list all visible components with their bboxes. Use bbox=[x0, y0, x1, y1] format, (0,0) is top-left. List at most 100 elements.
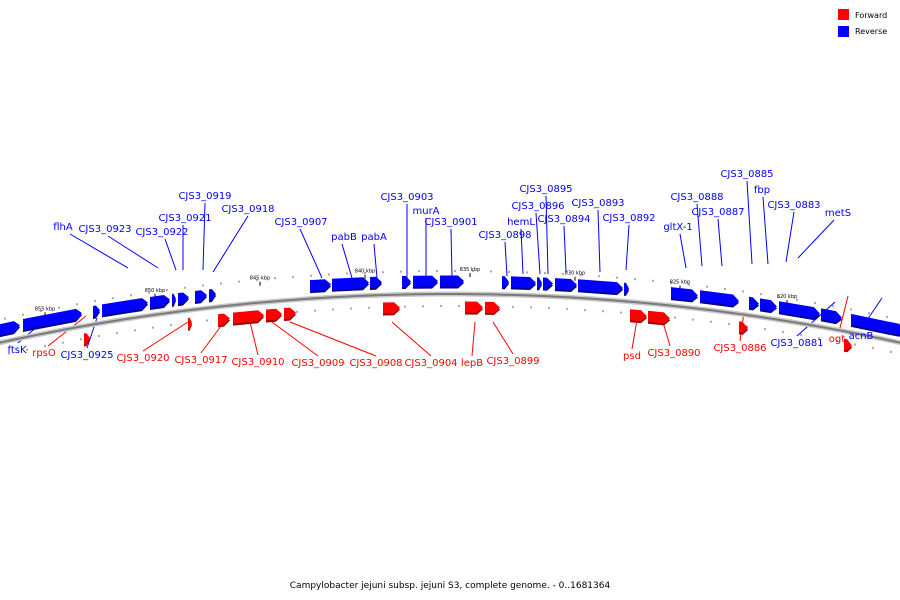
reverse-label-20[interactable]: gltX-1 bbox=[663, 222, 692, 233]
reverse-label-12[interactable]: CJS3_0901 bbox=[424, 217, 477, 228]
reverse-gene-12[interactable] bbox=[370, 276, 382, 291]
scale-tick-label: 835 kbp bbox=[460, 267, 480, 273]
reverse-label-2[interactable]: CJS3_0923 bbox=[78, 224, 131, 235]
reverse-label-13[interactable]: CJS3_0898 bbox=[478, 230, 531, 241]
reverse-label-3[interactable]: CJS3_0922 bbox=[135, 227, 188, 238]
reverse-gene-25[interactable] bbox=[749, 296, 759, 311]
forward-label-6[interactable]: CJS3_0908 bbox=[349, 358, 402, 369]
reverse-gene-4[interactable] bbox=[102, 298, 148, 318]
forward-label-1[interactable]: rpsO bbox=[32, 348, 56, 359]
reverse-gene-20[interactable] bbox=[555, 278, 577, 292]
reverse-label-28[interactable]: CJS3_0925 bbox=[60, 350, 113, 361]
forward-gene-2[interactable] bbox=[188, 317, 192, 331]
reverse-gene-19[interactable] bbox=[543, 277, 553, 291]
forward-gene-9[interactable] bbox=[485, 301, 500, 315]
reverse-gene-5[interactable] bbox=[150, 295, 170, 310]
forward-label-9-leader bbox=[492, 321, 514, 355]
forward-label-9[interactable]: CJS3_0899 bbox=[486, 356, 539, 367]
reverse-gene-22-body bbox=[624, 282, 629, 294]
reverse-gene-11[interactable] bbox=[332, 277, 369, 292]
reverse-gene-1[interactable] bbox=[0, 321, 20, 338]
forward-label-12[interactable]: CJS3_0886 bbox=[713, 343, 766, 354]
reverse-gene-6[interactable] bbox=[172, 293, 176, 307]
reverse-label-9[interactable]: pabA bbox=[361, 232, 387, 243]
forward-gene-11-body bbox=[648, 310, 670, 324]
reverse-gene-6-body bbox=[172, 293, 176, 305]
reverse-gene-27[interactable] bbox=[779, 301, 820, 321]
reverse-gene-29[interactable] bbox=[851, 313, 900, 337]
reverse-label-29[interactable]: CJS3_0881 bbox=[770, 338, 823, 349]
reverse-gene-17[interactable] bbox=[511, 276, 536, 291]
reverse-gene-14[interactable] bbox=[413, 275, 438, 289]
reverse-label-15[interactable]: CJS3_0896 bbox=[511, 201, 564, 212]
forward-gene-2-body bbox=[188, 317, 192, 329]
reverse-gene-10[interactable] bbox=[310, 279, 331, 294]
reverse-gene-8[interactable] bbox=[195, 290, 207, 304]
backbone-line bbox=[0, 292, 900, 344]
reverse-label-22[interactable]: CJS3_0887 bbox=[691, 207, 744, 218]
forward-label-13[interactable]: ogt bbox=[829, 334, 845, 345]
forward-label-4[interactable]: CJS3_0910 bbox=[231, 357, 284, 368]
forward-gene-4-body bbox=[233, 310, 264, 324]
reverse-label-26[interactable]: metS bbox=[825, 208, 851, 219]
reverse-gene-22[interactable] bbox=[624, 282, 629, 296]
reverse-gene-21[interactable] bbox=[578, 279, 623, 296]
scale-tick-label: 855 kbp bbox=[35, 306, 55, 312]
reverse-gene-15[interactable] bbox=[440, 275, 464, 289]
reverse-label-17[interactable]: CJS3_0894 bbox=[537, 214, 590, 225]
reverse-label-27[interactable]: ftsK bbox=[7, 345, 26, 356]
reverse-gene-7[interactable] bbox=[178, 292, 189, 307]
reverse-label-25[interactable]: CJS3_0883 bbox=[767, 200, 820, 211]
reverse-label-14-leader bbox=[520, 228, 524, 275]
reverse-label-19[interactable]: CJS3_0892 bbox=[602, 213, 655, 224]
forward-label-3[interactable]: CJS3_0917 bbox=[174, 355, 227, 366]
genome-backbone bbox=[0, 291, 900, 346]
reverse-label-21[interactable]: CJS3_0888 bbox=[670, 192, 723, 203]
forward-gene-5[interactable] bbox=[266, 308, 282, 323]
forward-gene-10[interactable] bbox=[630, 309, 647, 324]
reverse-label-10[interactable]: CJS3_0903 bbox=[380, 192, 433, 203]
forward-gene-3[interactable] bbox=[218, 313, 230, 328]
reverse-label-4[interactable]: CJS3_0921 bbox=[158, 213, 211, 224]
gene-features bbox=[0, 275, 900, 353]
reverse-label-1[interactable]: flhA bbox=[53, 222, 73, 233]
forward-gene-13[interactable] bbox=[844, 338, 852, 353]
reverse-gene-3[interactable] bbox=[93, 305, 100, 319]
reverse-gene-28[interactable] bbox=[821, 308, 842, 325]
forward-label-10[interactable]: psd bbox=[623, 351, 641, 362]
reverse-label-23[interactable]: CJS3_0885 bbox=[720, 169, 773, 180]
forward-label-8[interactable]: lepB bbox=[461, 358, 483, 369]
forward-label-11[interactable]: CJS3_0890 bbox=[647, 348, 700, 359]
reverse-gene-16[interactable] bbox=[502, 276, 509, 290]
forward-gene-1[interactable] bbox=[84, 333, 90, 347]
reverse-gene-23[interactable] bbox=[671, 287, 698, 303]
reverse-label-7[interactable]: CJS3_0907 bbox=[274, 217, 327, 228]
forward-gene-12[interactable] bbox=[739, 321, 748, 335]
forward-label-2[interactable]: CJS3_0920 bbox=[116, 353, 169, 364]
reverse-label-8[interactable]: pabB bbox=[331, 232, 357, 243]
reverse-gene-24[interactable] bbox=[700, 290, 739, 308]
reverse-label-24[interactable]: fbp bbox=[754, 185, 770, 196]
forward-gene-6[interactable] bbox=[284, 307, 296, 322]
reverse-label-30[interactable]: acnB bbox=[849, 331, 874, 342]
reverse-label-16[interactable]: CJS3_0895 bbox=[519, 184, 572, 195]
forward-gene-3-body bbox=[218, 313, 230, 326]
reverse-gene-13[interactable] bbox=[402, 275, 411, 290]
reverse-label-14[interactable]: hemL bbox=[507, 217, 535, 228]
forward-label-7[interactable]: CJS3_0904 bbox=[404, 358, 457, 369]
reverse-label-24-leader bbox=[762, 196, 769, 265]
reverse-gene-18[interactable] bbox=[537, 277, 542, 291]
reverse-gene-2[interactable] bbox=[23, 308, 82, 333]
forward-gene-4[interactable] bbox=[233, 310, 264, 326]
forward-gene-7[interactable] bbox=[383, 302, 400, 316]
reverse-label-18[interactable]: CJS3_0893 bbox=[571, 198, 624, 209]
reverse-gene-26[interactable] bbox=[760, 298, 777, 314]
reverse-label-5[interactable]: CJS3_0919 bbox=[178, 191, 231, 202]
reverse-gene-9[interactable] bbox=[209, 289, 216, 303]
forward-gene-11[interactable] bbox=[648, 310, 670, 326]
reverse-label-11[interactable]: murA bbox=[412, 206, 439, 217]
forward-label-5[interactable]: CJS3_0909 bbox=[291, 358, 344, 369]
forward-label-5-leader bbox=[271, 321, 319, 357]
forward-gene-8[interactable] bbox=[465, 301, 483, 315]
reverse-label-6[interactable]: CJS3_0918 bbox=[221, 204, 274, 215]
